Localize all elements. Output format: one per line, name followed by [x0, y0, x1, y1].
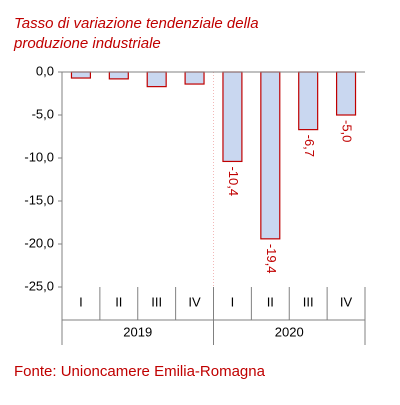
- value-label: -19,4: [264, 244, 279, 274]
- x-tick-label: IV: [188, 294, 201, 309]
- bar: [70, 71, 92, 79]
- bar: [146, 71, 167, 88]
- bar: [298, 71, 319, 131]
- y-tick-label: -10,0: [24, 149, 54, 164]
- y-tick-label: -25,0: [24, 278, 54, 293]
- bar: [222, 71, 243, 163]
- y-tick-label: -15,0: [24, 192, 54, 207]
- group-label: 2019: [123, 324, 152, 339]
- x-tick-label: II: [115, 294, 122, 309]
- group-label: 2020: [275, 324, 304, 339]
- x-tick-label: III: [151, 294, 162, 309]
- x-tick-label: I: [79, 294, 83, 309]
- bar: [260, 71, 281, 240]
- chart-title: Tasso di variazione tendenziale della pro…: [13, 15, 259, 52]
- bar: [108, 71, 129, 80]
- value-label: -10,4: [226, 166, 241, 196]
- value-label: -6,7: [302, 135, 317, 157]
- value-label: -5,0: [340, 120, 355, 142]
- x-tick-label: III: [303, 294, 314, 309]
- source: Fonte: Unioncamere Emilia-Romagna: [14, 363, 266, 380]
- y-tick-label: -20,0: [24, 235, 54, 250]
- x-tick-label: IV: [340, 294, 353, 309]
- bar: [184, 71, 205, 85]
- x-tick-label: II: [267, 294, 274, 309]
- y-tick-label: 0,0: [36, 63, 54, 78]
- bar: [335, 71, 357, 116]
- y-tick-label: -5,0: [32, 106, 54, 121]
- x-tick-label: I: [231, 294, 235, 309]
